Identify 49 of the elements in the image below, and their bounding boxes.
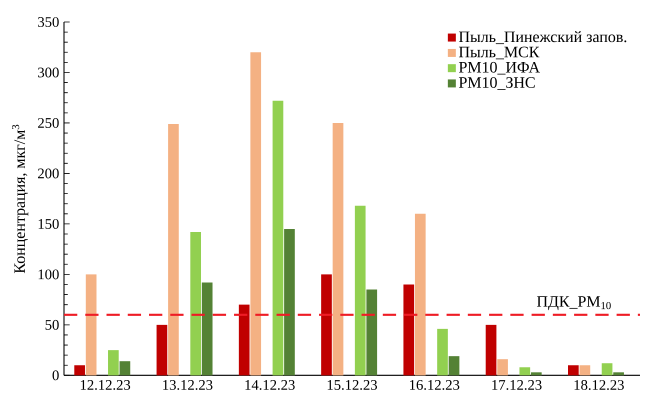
bar	[86, 274, 97, 376]
y-tick-label: 150	[38, 218, 59, 229]
bar	[250, 52, 262, 376]
bar	[354, 206, 366, 376]
y-axis-title: Концентрация, мкг/м$^{3}$	[12, 124, 28, 274]
x-tick-label: 18.12.23	[574, 380, 624, 390]
bar	[74, 365, 85, 376]
bar	[497, 359, 508, 376]
ref-line-label: ПДК_PM$_{10}$	[536, 296, 611, 310]
legend-label: PM10_ЗНС	[458, 77, 535, 90]
bar	[190, 232, 202, 376]
y-tick-label: 250	[38, 118, 59, 128]
bar	[284, 228, 295, 376]
bar	[568, 365, 579, 376]
bar	[448, 356, 460, 376]
x-tick-label: 13.12.23	[163, 380, 212, 390]
legend-label: Пыль_Пинежский запов.	[458, 31, 626, 44]
bar	[238, 304, 250, 376]
y-tick-label: 200	[38, 168, 59, 178]
legend-label: PM10_ИФА	[458, 62, 540, 75]
bar	[403, 284, 414, 376]
y-tick-label: 350	[38, 17, 59, 27]
bar	[120, 361, 130, 376]
bar	[580, 365, 590, 376]
bar	[613, 372, 624, 376]
y-tick-label: 300	[38, 68, 59, 78]
bar	[202, 282, 213, 376]
bar	[519, 367, 530, 376]
x-tick-label: 12.12.23	[80, 380, 130, 390]
bar	[366, 290, 378, 376]
bar	[486, 324, 496, 376]
bar	[321, 274, 332, 376]
bar	[437, 328, 448, 376]
x-tick-label: 16.12.23	[410, 380, 460, 390]
bar	[168, 124, 179, 376]
y-tick-label: 100	[38, 269, 59, 280]
bar	[156, 324, 168, 376]
bar	[414, 214, 426, 376]
y-tick-label: 0	[52, 370, 59, 380]
bar	[602, 363, 612, 376]
x-tick-label: 15.12.23	[328, 380, 377, 390]
x-tick-label: 14.12.23	[245, 380, 295, 390]
x-tick-label: 17.12.23	[492, 380, 542, 390]
y-tick-label: 50	[46, 320, 59, 330]
bar	[332, 122, 344, 376]
bar	[108, 350, 119, 376]
bar	[272, 100, 284, 376]
bar	[530, 372, 542, 376]
legend-label: Пыль_МСК	[458, 46, 540, 60]
